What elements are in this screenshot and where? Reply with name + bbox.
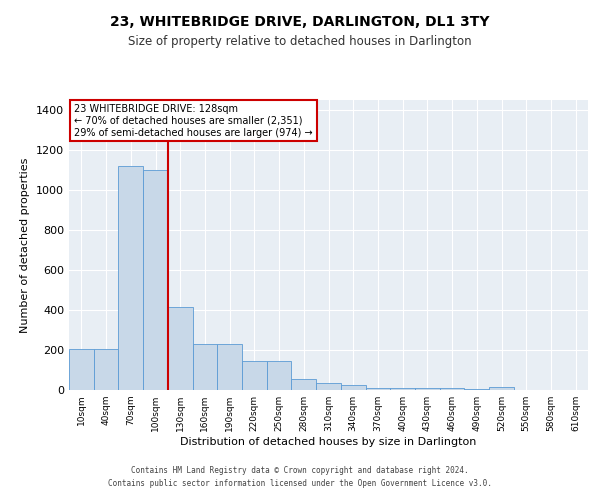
Bar (489, 387, 514, 390)
Bar (94, 349, 118, 390)
Bar (267, 361, 292, 390)
Text: Contains HM Land Registry data © Crown copyright and database right 2024.
Contai: Contains HM Land Registry data © Crown c… (108, 466, 492, 487)
Bar (193, 344, 217, 390)
Bar (415, 388, 440, 390)
Bar (168, 307, 193, 390)
Y-axis label: Number of detached properties: Number of detached properties (20, 158, 31, 332)
Bar (365, 388, 390, 390)
Text: Size of property relative to detached houses in Darlington: Size of property relative to detached ho… (128, 34, 472, 48)
Bar (464, 389, 489, 390)
Bar (217, 344, 242, 390)
Text: 23, WHITEBRIDGE DRIVE, DARLINGTON, DL1 3TY: 23, WHITEBRIDGE DRIVE, DARLINGTON, DL1 3… (110, 16, 490, 30)
Bar (440, 388, 464, 390)
Bar (341, 385, 365, 390)
Bar (292, 379, 316, 390)
Text: 23 WHITEBRIDGE DRIVE: 128sqm
← 70% of detached houses are smaller (2,351)
29% of: 23 WHITEBRIDGE DRIVE: 128sqm ← 70% of de… (74, 104, 313, 138)
Bar (242, 361, 267, 390)
Bar (143, 170, 168, 390)
Bar (390, 388, 415, 390)
Bar (69, 349, 94, 390)
Bar (118, 166, 143, 390)
Bar (316, 383, 341, 390)
X-axis label: Distribution of detached houses by size in Darlington: Distribution of detached houses by size … (181, 437, 476, 447)
